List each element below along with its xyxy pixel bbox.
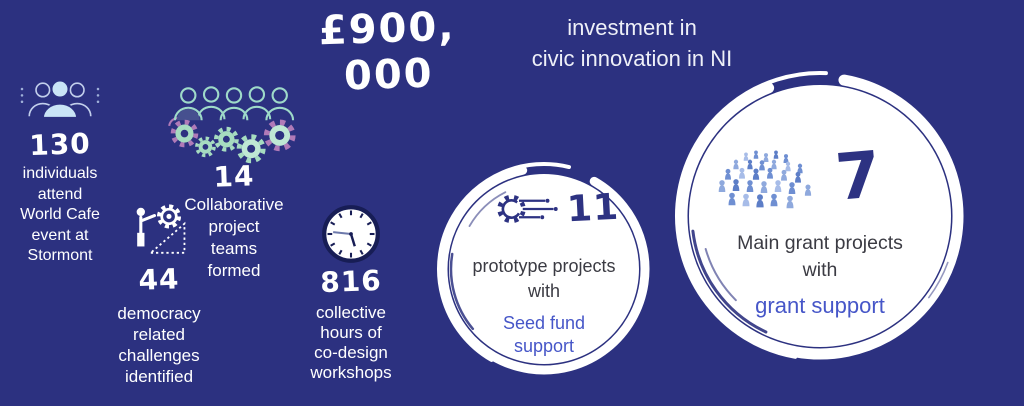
stat-label-line: World Cafe [20, 206, 100, 223]
circle-value: 7 [832, 138, 884, 216]
person-pushing-gear-icon [100, 203, 218, 259]
circle-label-line: with [527, 281, 560, 301]
stat-label-line: related [133, 325, 185, 344]
crowd-figures-icon [712, 142, 822, 223]
stat-label-line: Collaborative [184, 195, 284, 214]
stat-label-line: co-design [314, 343, 388, 362]
stat-label-line: Stormont [27, 247, 93, 264]
stat-label-line: formed [207, 261, 261, 280]
stat-label: Collaborative project teams formed [158, 194, 310, 282]
stat-label-line: teams [210, 239, 258, 258]
gear-circuit-icon [489, 186, 567, 237]
stat-value: 14 [212, 159, 256, 194]
main-grant-circle: 7 Main grant projects with grant support [670, 66, 970, 366]
stat-label: democracy related challenges identified [100, 303, 218, 387]
circle-highlight: Seed fund support [433, 312, 655, 358]
circle-highlight-line: grant support [755, 293, 885, 318]
stat-label-line: identified [124, 367, 194, 386]
stat-label: collective hours of co-design workshops [294, 303, 408, 383]
stat-label-line: project [208, 217, 260, 236]
seed-fund-circle: 11 prototype projects with Seed fund sup… [433, 158, 655, 380]
circle-label-line: prototype projects [472, 256, 616, 276]
circle-label: prototype projects with Seed fund suppor… [433, 254, 655, 358]
stat-label-line: hours of [320, 323, 382, 342]
stat-individuals: 130 individuals attend World Cafe event … [2, 80, 118, 267]
stat-label-line: workshops [310, 363, 392, 382]
stat-value: 44 [137, 262, 181, 297]
subtitle-line-1: investment in [567, 15, 697, 40]
investment-subtitle: investment in civic innovation in NI [502, 12, 762, 74]
circle-highlight-line: Seed fund [502, 313, 586, 333]
stat-value: 816 [319, 263, 383, 300]
brush-circle [437, 162, 651, 376]
stat-label-line: democracy [117, 304, 201, 323]
group-of-people-icon [2, 80, 118, 118]
stat-label-line: attend [37, 185, 83, 203]
collaboration-gears-icon [158, 84, 310, 164]
brush-circle [675, 71, 965, 361]
stat-label-line: individuals [22, 165, 98, 182]
circle-highlight: grant support [670, 294, 970, 318]
stat-teams: 14 Collaborative project teams formed [158, 84, 310, 282]
clock-icon [294, 203, 408, 265]
stat-challenges: 44 democracy related challenges identifi… [100, 203, 218, 387]
stat-label-line: event at [31, 226, 89, 244]
circle-label-line: Main grant projects [737, 232, 903, 254]
stat-label-line: collective [316, 303, 386, 322]
circle-label: Main grant projects with grant support [670, 230, 970, 318]
stat-value: 130 [28, 126, 92, 163]
stat-label: individuals attend World Cafe event at S… [2, 164, 118, 267]
circle-highlight-line: support [513, 336, 575, 356]
stat-hours: 816 collective hours of co-design worksh… [294, 203, 408, 383]
circle-label-line: with [802, 259, 838, 281]
stat-label-line: challenges [118, 346, 200, 365]
circle-value: 11 [565, 186, 621, 231]
subtitle-line-2: civic innovation in NI [531, 46, 733, 71]
